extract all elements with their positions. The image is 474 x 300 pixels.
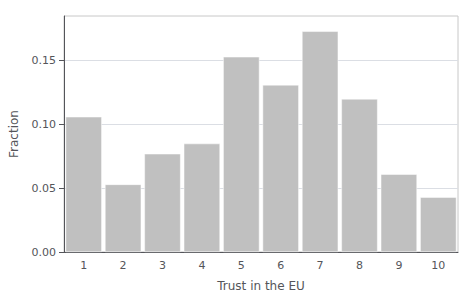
svg-text:8: 8 — [356, 259, 363, 272]
svg-text:10: 10 — [431, 259, 445, 272]
svg-text:0.10: 0.10 — [32, 118, 57, 131]
svg-text:3: 3 — [159, 259, 166, 272]
svg-text:6: 6 — [277, 259, 284, 272]
svg-text:0.00: 0.00 — [32, 246, 57, 259]
svg-text:7: 7 — [317, 259, 324, 272]
svg-text:0.05: 0.05 — [32, 182, 57, 195]
svg-text:1: 1 — [80, 259, 87, 272]
svg-text:2: 2 — [120, 259, 127, 272]
svg-text:0.15: 0.15 — [32, 54, 57, 67]
svg-text:4: 4 — [198, 259, 205, 272]
svg-text:5: 5 — [238, 259, 245, 272]
svg-text:9: 9 — [395, 259, 402, 272]
svg-text:Trust in the EU: Trust in the EU — [216, 279, 305, 293]
svg-text:Fraction: Fraction — [7, 110, 21, 158]
